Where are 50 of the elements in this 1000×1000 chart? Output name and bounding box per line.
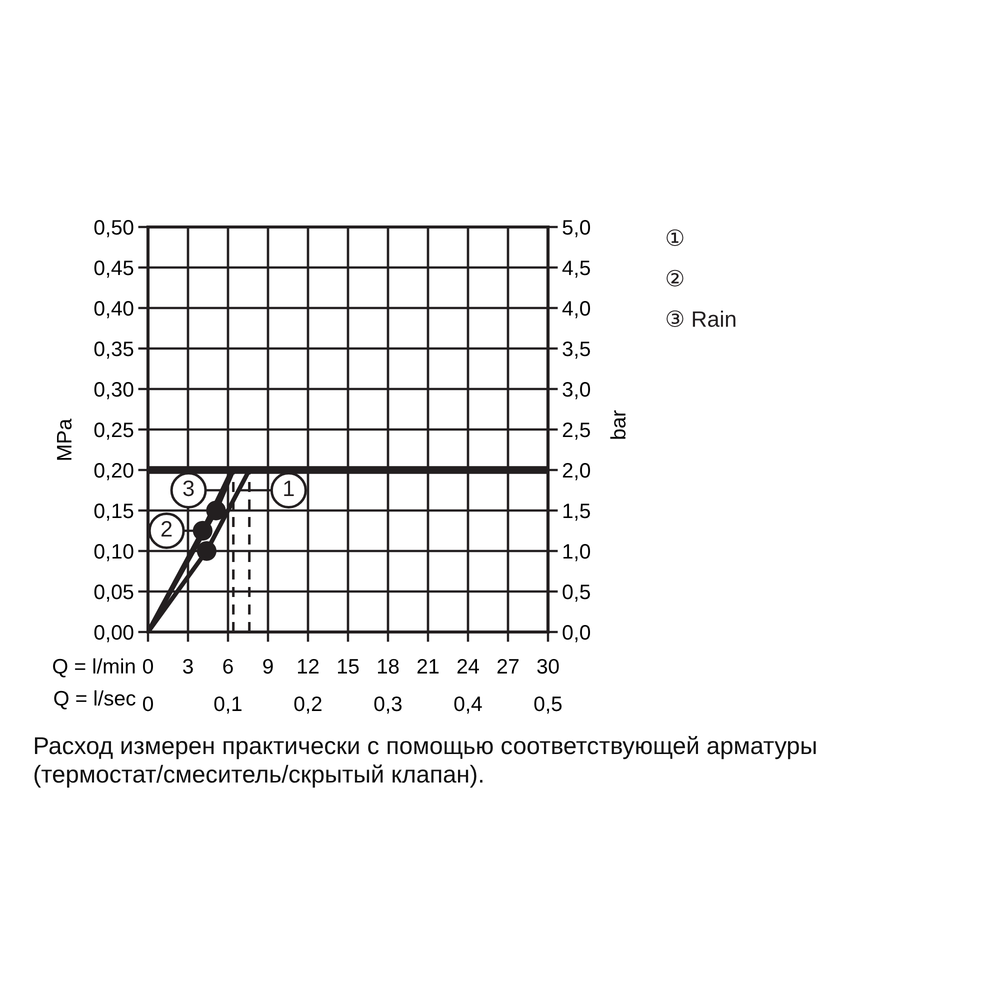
x2-tick-label: 0,2 [294, 696, 322, 714]
annotation: 3 [183, 480, 194, 496]
x-axis-title: Q = l/min [53, 658, 135, 678]
x-tick-label: 12 [298, 658, 319, 674]
y2-tick-label: 1,0 [563, 544, 590, 562]
x2-tick-label: 0,4 [454, 696, 482, 714]
x-tick-label: 15 [338, 659, 359, 674]
x-tick-label: 18 [378, 658, 399, 674]
y-tick-label: 0,05 [94, 584, 134, 602]
y-axis-title: MPa [57, 418, 72, 460]
x2-tick-label: 0,3 [374, 696, 402, 714]
x-tick-label: 3 [183, 658, 193, 674]
y2-tick-label: 0,0 [562, 625, 590, 642]
y-tick-label: 0,40 [94, 301, 134, 318]
y-tick-label: 0,20 [94, 463, 134, 480]
x-tick-label: 6 [223, 658, 233, 674]
y-tick-label: 0,00 [94, 625, 134, 642]
y2-tick-label: 5,0 [562, 220, 590, 238]
y-tick-label: 0,35 [94, 342, 134, 359]
x-tick-label: 27 [497, 658, 519, 674]
y2-tick-label: 3,5 [562, 342, 590, 359]
x-tick-label: 24 [457, 658, 479, 674]
x2-tick-label: 0 [143, 696, 153, 712]
x-tick-label: 9 [263, 658, 273, 674]
y2-tick-label: 0,5 [562, 584, 590, 602]
annotation: 2 [161, 520, 172, 536]
text: ② [666, 270, 684, 286]
y2-tick-label: 4,0 [562, 301, 590, 318]
y2-tick-label: 2,5 [562, 422, 590, 440]
y2-tick-label: 2,0 [562, 463, 590, 480]
y2-tick-label: 1,5 [563, 504, 590, 521]
y2-axis-title: bar [610, 410, 626, 439]
text: ③ Rain [666, 310, 736, 327]
y2-tick-label: 4,5 [562, 260, 590, 278]
y-tick-label: 0,30 [94, 382, 134, 400]
y-tick-label: 0,45 [94, 260, 134, 278]
annotation: 1 [284, 480, 294, 496]
y-tick-label: 0,50 [94, 220, 134, 238]
text: ① [666, 229, 684, 246]
x-tick-label: 0 [143, 658, 153, 674]
x2-axis-title: Q = l/sec [54, 690, 136, 710]
y2-tick-label: 3,0 [562, 382, 590, 400]
x-tick-label: 21 [417, 658, 439, 674]
x2-tick-label: 0,5 [534, 696, 562, 714]
y-tick-label: 0,15 [94, 504, 134, 521]
x-tick-label: 30 [537, 658, 559, 674]
x2-tick-label: 0,1 [214, 696, 242, 714]
text: Расход измерен практически с помощью соответствующей арматуры (термостат/смеситель/скрытый клапан). [34, 736, 816, 788]
y-tick-label: 0,25 [94, 422, 134, 440]
y-tick-label: 0,10 [94, 544, 134, 562]
